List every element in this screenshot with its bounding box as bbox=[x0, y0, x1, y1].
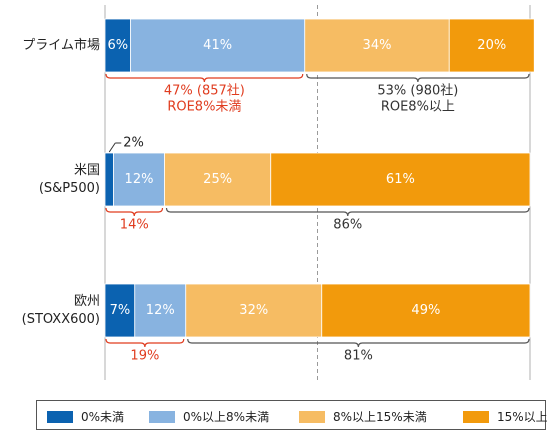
data-label: 41% bbox=[203, 38, 232, 53]
bar-segment bbox=[134, 283, 187, 338]
legend-label: 0%未満 bbox=[81, 410, 125, 424]
data-label: 20% bbox=[477, 38, 506, 53]
category-label-line: (S&P500) bbox=[38, 180, 100, 196]
bar-segment bbox=[164, 152, 272, 207]
group-label-high: 53% (980社) bbox=[377, 83, 458, 99]
data-label: 7% bbox=[110, 303, 131, 318]
group-label-low: 19% bbox=[130, 349, 159, 364]
legend-swatch bbox=[149, 410, 175, 423]
bar-segment bbox=[113, 152, 165, 207]
category-label-line: プライム市場 bbox=[22, 37, 100, 53]
brace-high bbox=[165, 207, 530, 217]
data-label: 12% bbox=[125, 172, 154, 187]
brace-low bbox=[105, 338, 185, 348]
data-label: 32% bbox=[239, 303, 268, 318]
category-label: 欧州 (STOXX600) bbox=[22, 293, 100, 329]
group-label-low: 47% (857社) bbox=[164, 83, 245, 99]
legend-label: 15%以上 bbox=[497, 410, 548, 424]
data-label: 12% bbox=[146, 303, 175, 318]
brace-low bbox=[105, 73, 304, 83]
data-label: 34% bbox=[363, 38, 392, 53]
data-label: 6% bbox=[107, 38, 128, 53]
data-label-leader bbox=[108, 142, 116, 153]
category-label-line: (STOXX600) bbox=[21, 311, 100, 327]
group-label-high: 81% bbox=[344, 349, 373, 364]
bar-segment bbox=[270, 152, 531, 207]
group-label-low: 14% bbox=[120, 218, 149, 233]
group-label-high: ROE8%以上 bbox=[381, 100, 455, 115]
data-label: 49% bbox=[411, 303, 440, 318]
category-label-line: 米国 bbox=[73, 162, 100, 178]
legend-item: 8%以上15%未満 bbox=[299, 408, 427, 425]
legend-swatch bbox=[47, 410, 73, 423]
bar-segment bbox=[321, 283, 531, 338]
bar-segment bbox=[104, 152, 114, 207]
group-label-low: ROE8%未満 bbox=[167, 100, 241, 115]
legend-label: 8%以上15%未満 bbox=[333, 410, 427, 424]
bar-segment bbox=[104, 283, 136, 338]
bar-segment bbox=[448, 18, 535, 73]
brace-high bbox=[187, 338, 530, 348]
category-label-line: 欧州 bbox=[73, 293, 100, 309]
bar-segment bbox=[304, 18, 450, 73]
brace-high bbox=[306, 73, 530, 83]
legend-item: 0%以上8%未満 bbox=[149, 408, 269, 425]
legend-item: 0%未満 bbox=[47, 408, 124, 425]
legend-swatch bbox=[463, 410, 489, 423]
legend-swatch bbox=[299, 410, 325, 423]
legend-item: 15%以上 bbox=[463, 408, 548, 425]
legend-label: 0%以上8%未満 bbox=[183, 410, 270, 424]
category-label: 米国 (S&P500) bbox=[39, 162, 100, 198]
bar-segment bbox=[130, 18, 306, 73]
bar-segment bbox=[185, 283, 323, 338]
group-label-high: 86% bbox=[333, 218, 362, 233]
data-label: 25% bbox=[203, 172, 232, 187]
category-label: プライム市場 bbox=[22, 37, 100, 55]
legend: 0%未満 0%以上8%未満 8%以上15%未満 15%以上 bbox=[36, 400, 548, 430]
data-label: 61% bbox=[386, 172, 415, 187]
brace-low bbox=[105, 207, 164, 217]
data-label: 2% bbox=[123, 136, 144, 151]
